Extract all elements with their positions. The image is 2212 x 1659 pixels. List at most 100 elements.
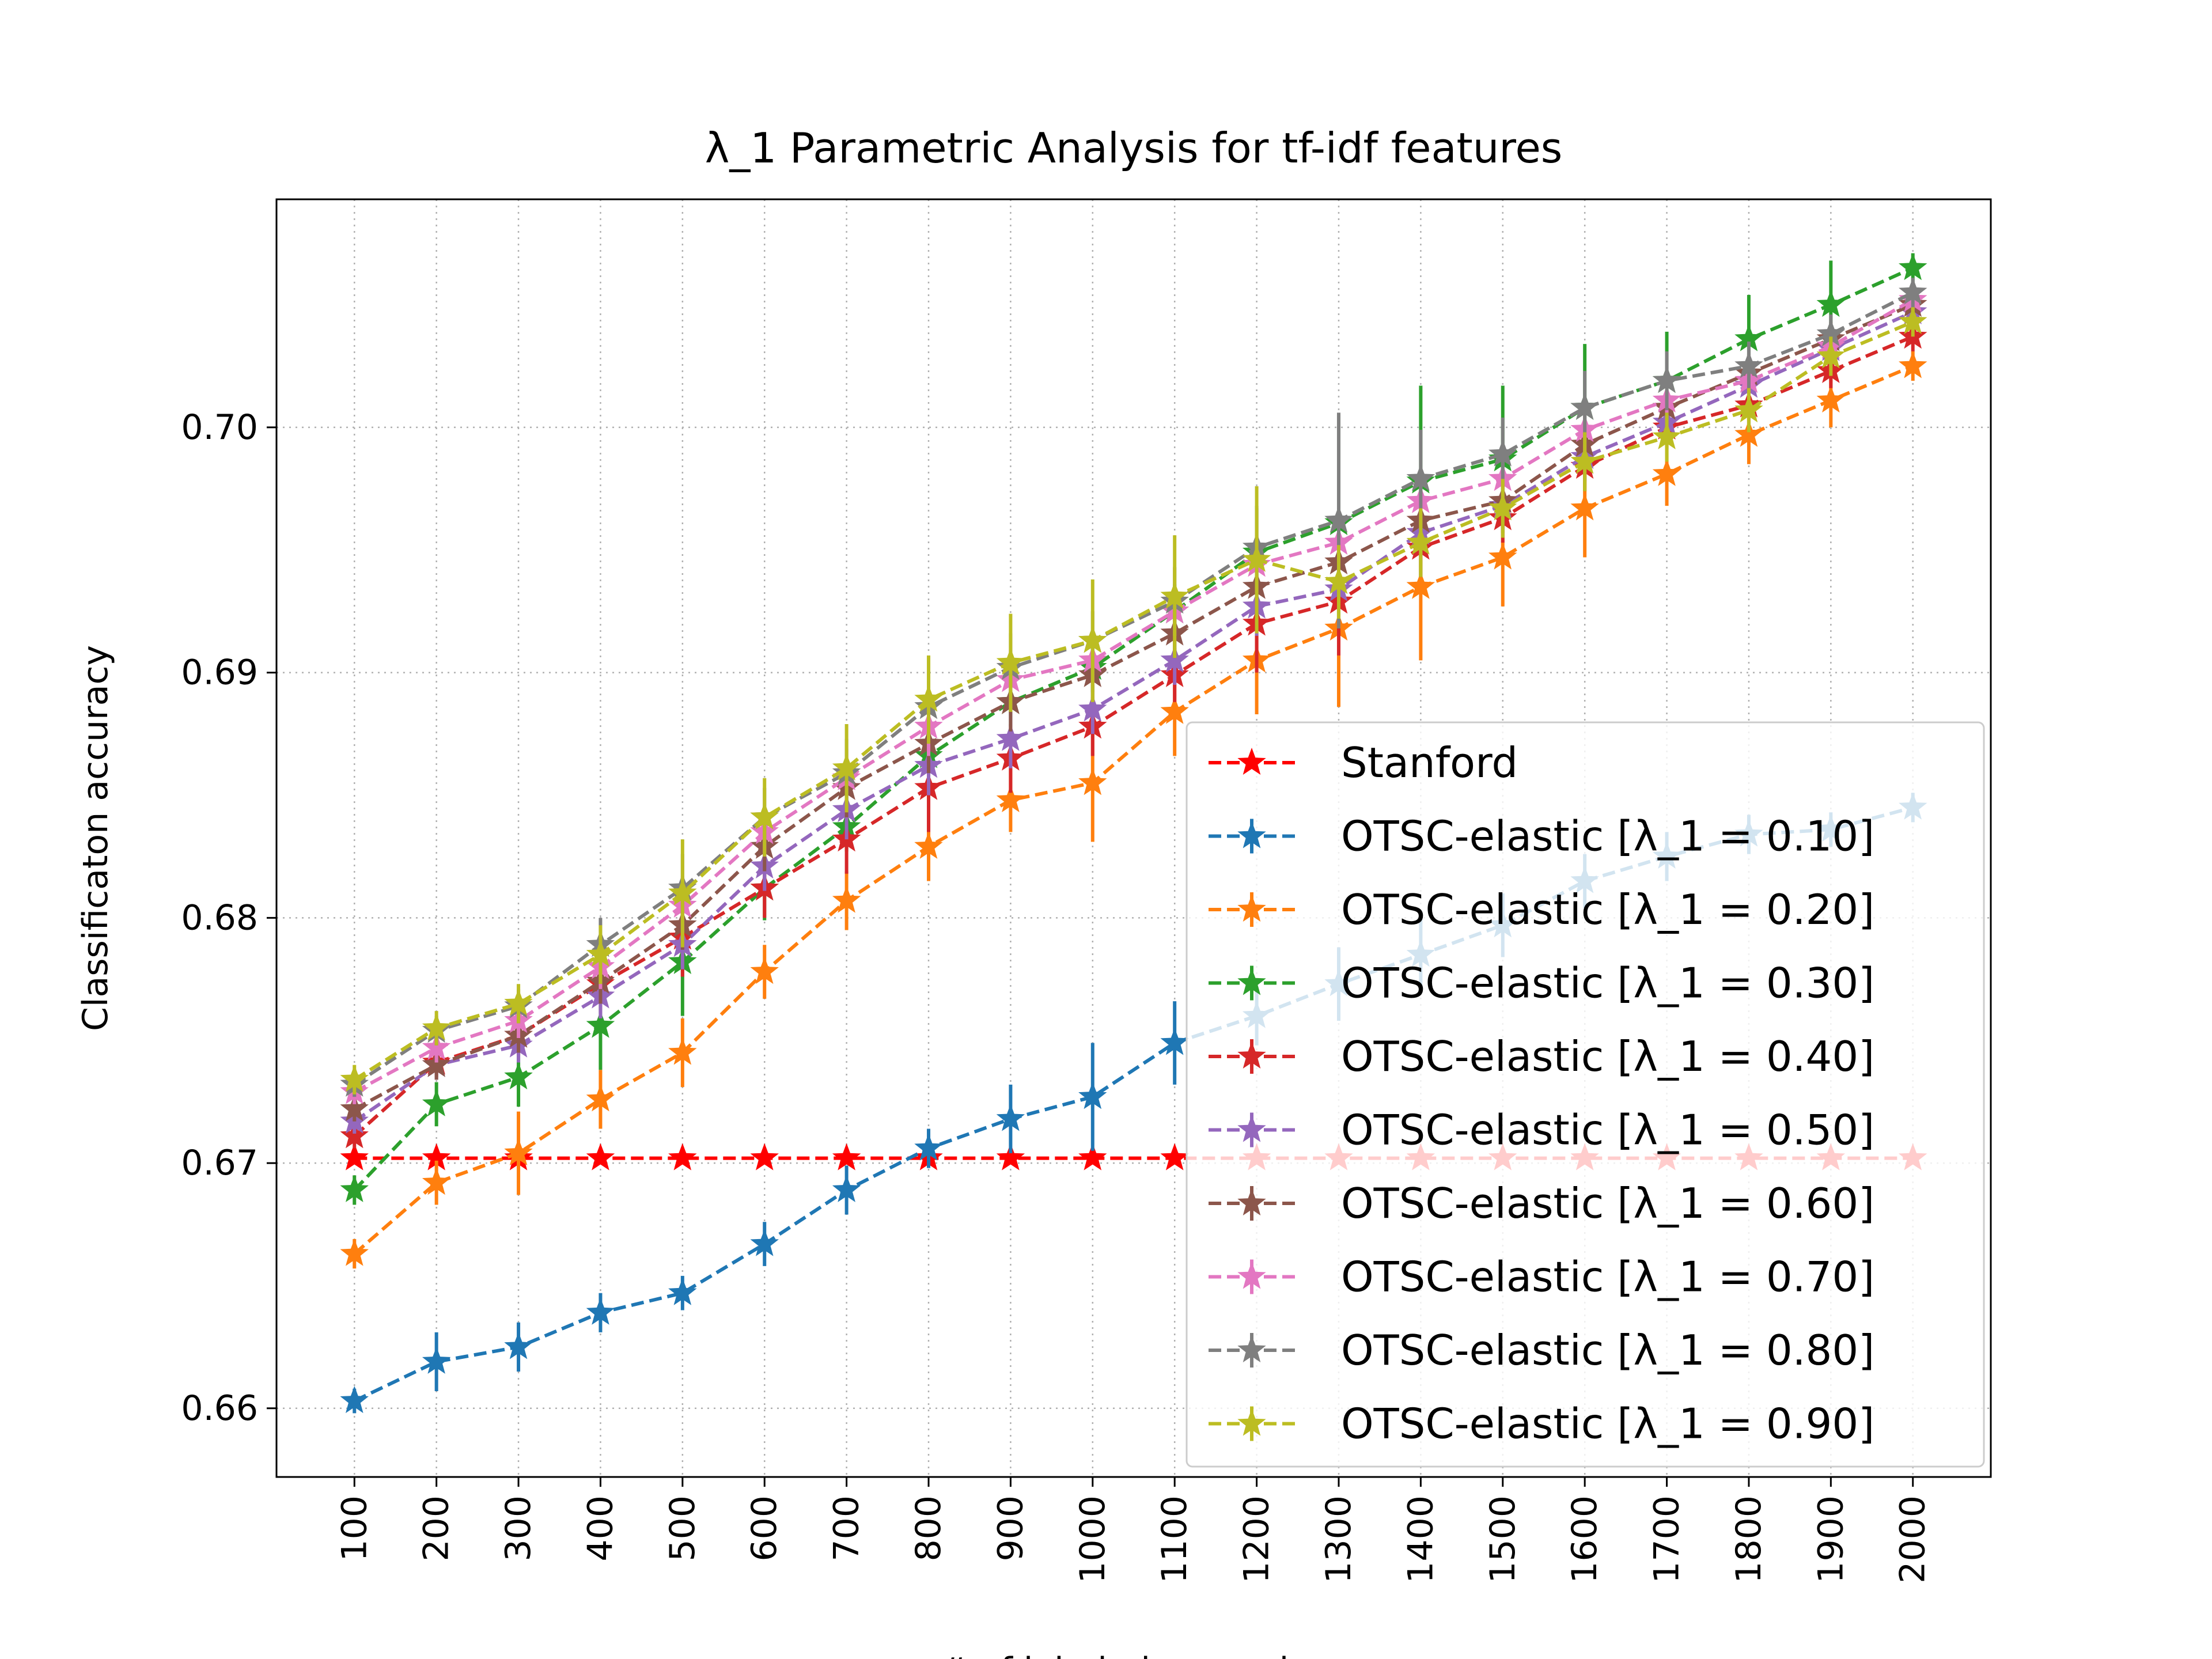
data-point <box>1816 385 1846 413</box>
data-point <box>668 1278 697 1305</box>
data-point <box>1899 306 1927 334</box>
x-tick-label: 900 <box>990 1495 1031 1562</box>
x-tick-label: 1200 <box>1237 1495 1277 1584</box>
axis-ticks: 100 200 300 400 500 600 700 800 900 1000 1100 1200 1… <box>181 407 1933 1584</box>
data-point <box>1899 253 1927 281</box>
y-tick-label: 0.67 <box>181 1143 258 1183</box>
x-tick-label: 1500 <box>1483 1495 1523 1584</box>
x-tick-label: 1600 <box>1565 1495 1605 1584</box>
x-tick-label: 1000 <box>1073 1495 1113 1584</box>
series-9 <box>340 306 1927 1094</box>
data-point <box>1160 1143 1189 1171</box>
data-point <box>750 1143 779 1171</box>
data-point <box>668 1037 697 1065</box>
data-point <box>1160 696 1189 724</box>
x-tick-label: 600 <box>744 1495 785 1562</box>
data-point <box>1078 694 1107 722</box>
data-point <box>340 1065 369 1092</box>
data-point <box>832 885 861 913</box>
x-tick-label: 1900 <box>1810 1495 1851 1584</box>
data-point <box>1488 542 1517 570</box>
data-point <box>340 1143 369 1171</box>
data-point <box>340 1175 369 1202</box>
data-point <box>1078 1082 1107 1109</box>
data-point <box>1816 319 1846 347</box>
legend-label: OTSC-elastic [λ_1 = 0.90] <box>1341 1400 1874 1448</box>
series-line <box>353 298 1914 1094</box>
legend-label: OTSC-elastic [λ_1 = 0.60] <box>1341 1179 1874 1228</box>
data-point <box>340 1121 369 1149</box>
plot-frame <box>275 198 1992 1478</box>
data-point <box>996 724 1025 751</box>
series-line <box>353 303 1914 1111</box>
legend-label: OTSC-elastic [λ_1 = 0.10] <box>1341 812 1874 861</box>
x-tick-label: 1700 <box>1647 1495 1687 1584</box>
data-point <box>422 1089 451 1116</box>
series-line <box>353 310 1914 1123</box>
series-line <box>353 291 1914 1086</box>
y-axis-label: Classificaton accuracy <box>75 645 116 1031</box>
data-point <box>340 1386 369 1414</box>
data-point <box>832 1143 861 1171</box>
x-tick-label: 2000 <box>1893 1495 1933 1584</box>
data-point <box>750 802 779 830</box>
legend-marker <box>1237 1262 1266 1289</box>
data-point <box>996 1104 1025 1131</box>
data-point <box>422 1143 451 1171</box>
x-tick-label: 1100 <box>1154 1495 1195 1584</box>
data-point <box>1242 544 1271 572</box>
data-point <box>914 831 943 859</box>
series-line <box>354 805 1914 1403</box>
data-point <box>586 940 615 967</box>
data-point <box>586 1084 615 1112</box>
legend-marker <box>1237 1115 1266 1142</box>
data-point <box>914 1133 943 1161</box>
data-point <box>750 957 779 984</box>
data-point <box>1406 528 1435 555</box>
data-point <box>1570 446 1599 474</box>
legend-label: OTSC-elastic [λ_1 = 0.30] <box>1341 959 1874 1007</box>
data-point <box>422 1013 451 1040</box>
data-point <box>1488 439 1517 467</box>
data-point <box>1734 395 1763 423</box>
data-point <box>422 1346 451 1374</box>
legend-marker <box>1237 748 1266 775</box>
data-point <box>1406 464 1435 491</box>
series-line <box>353 266 1914 1191</box>
data-point <box>1734 351 1763 378</box>
legend-label: OTSC-elastic [λ_1 = 0.70] <box>1341 1253 1874 1301</box>
legend-label: OTSC-elastic [λ_1 = 0.50] <box>1341 1106 1874 1154</box>
data-point <box>1816 341 1846 369</box>
data-point <box>1160 645 1189 673</box>
data-point <box>422 1168 451 1195</box>
data-point <box>1406 571 1435 599</box>
series-line <box>353 364 1914 1255</box>
legend-marker <box>1237 821 1266 849</box>
data-point <box>996 785 1025 812</box>
x-tick-label: 200 <box>416 1495 457 1562</box>
data-point <box>668 878 697 906</box>
y-tick-label: 0.70 <box>181 407 258 448</box>
data-point <box>1078 626 1107 653</box>
data-point <box>1488 493 1517 521</box>
data-point <box>586 1143 615 1171</box>
legend-label: OTSC-elastic [λ_1 = 0.40] <box>1341 1032 1874 1081</box>
y-tick-label: 0.68 <box>181 897 258 938</box>
legend-label: OTSC-elastic [λ_1 = 0.80] <box>1341 1326 1874 1374</box>
data-point <box>1899 277 1927 305</box>
data-point <box>422 1033 451 1060</box>
chart-title: λ_1 Parametric Analysis for tf-idf featu… <box>705 124 1563 172</box>
x-tick-label: 1800 <box>1729 1495 1769 1584</box>
data-point <box>340 1094 369 1122</box>
data-point <box>504 1062 533 1090</box>
legend-marker <box>1237 1408 1266 1436</box>
x-tick-label: 500 <box>662 1495 703 1562</box>
legend-label: OTSC-elastic [λ_1 = 0.20] <box>1341 885 1874 934</box>
data-point <box>504 1138 533 1166</box>
data-point <box>586 1010 615 1038</box>
data-point <box>586 1297 615 1325</box>
legend: Stanford OTSC-elastic [λ_1 = 0.10] OTSC-el… <box>1185 721 1985 1468</box>
legend-marker <box>1237 1188 1266 1215</box>
legend-marker <box>1237 968 1266 995</box>
data-point <box>1734 324 1763 351</box>
